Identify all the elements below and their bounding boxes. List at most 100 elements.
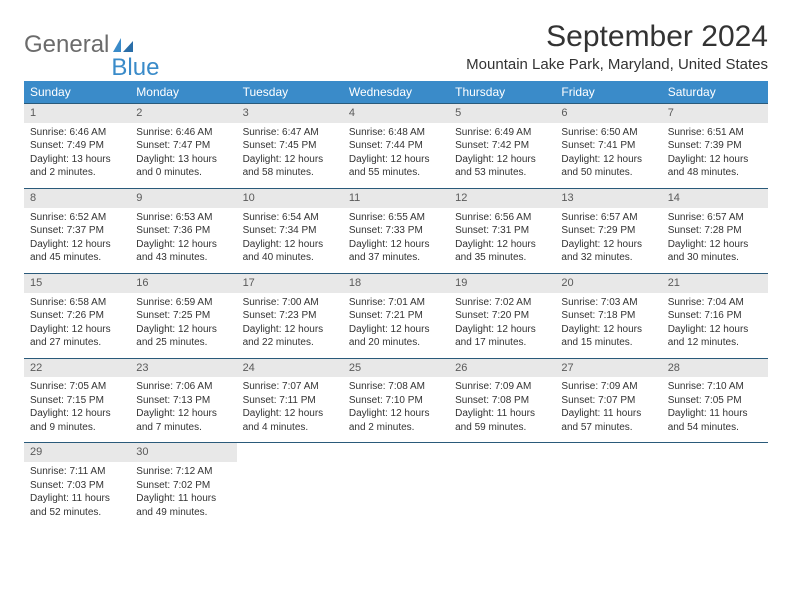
- day-cell: 6Sunrise: 6:50 AMSunset: 7:41 PMDaylight…: [555, 104, 661, 189]
- daylight-text: and 20 minutes.: [349, 336, 443, 350]
- day-number: 14: [662, 189, 768, 208]
- day-cell: 30Sunrise: 7:12 AMSunset: 7:02 PMDayligh…: [130, 443, 236, 527]
- day-number: 10: [237, 189, 343, 208]
- sunset-text: Sunset: 7:02 PM: [136, 479, 230, 493]
- daylight-text: Daylight: 12 hours: [349, 407, 443, 421]
- day-body: Sunrise: 7:03 AMSunset: 7:18 PMDaylight:…: [555, 293, 661, 358]
- daylight-text: Daylight: 12 hours: [243, 238, 337, 252]
- day-number: 5: [449, 104, 555, 123]
- day-header-sun: Sunday: [24, 81, 130, 104]
- day-body: Sunrise: 7:10 AMSunset: 7:05 PMDaylight:…: [662, 377, 768, 442]
- daylight-text: and 17 minutes.: [455, 336, 549, 350]
- day-cell: 28Sunrise: 7:10 AMSunset: 7:05 PMDayligh…: [662, 358, 768, 443]
- day-body: Sunrise: 7:07 AMSunset: 7:11 PMDaylight:…: [237, 377, 343, 442]
- day-number: 26: [449, 359, 555, 378]
- daylight-text: and 22 minutes.: [243, 336, 337, 350]
- sunrise-text: Sunrise: 6:52 AM: [30, 211, 124, 225]
- sunset-text: Sunset: 7:45 PM: [243, 139, 337, 153]
- day-cell: 17Sunrise: 7:00 AMSunset: 7:23 PMDayligh…: [237, 273, 343, 358]
- day-cell: 2Sunrise: 6:46 AMSunset: 7:47 PMDaylight…: [130, 104, 236, 189]
- day-number: 8: [24, 189, 130, 208]
- sunset-text: Sunset: 7:23 PM: [243, 309, 337, 323]
- sunset-text: Sunset: 7:16 PM: [668, 309, 762, 323]
- sunset-text: Sunset: 7:47 PM: [136, 139, 230, 153]
- daylight-text: and 55 minutes.: [349, 166, 443, 180]
- sunset-text: Sunset: 7:41 PM: [561, 139, 655, 153]
- sunset-text: Sunset: 7:39 PM: [668, 139, 762, 153]
- day-cell: 16Sunrise: 6:59 AMSunset: 7:25 PMDayligh…: [130, 273, 236, 358]
- sunrise-text: Sunrise: 7:00 AM: [243, 296, 337, 310]
- day-number: 28: [662, 359, 768, 378]
- day-header-mon: Monday: [130, 81, 236, 104]
- daylight-text: Daylight: 12 hours: [30, 323, 124, 337]
- daylight-text: and 9 minutes.: [30, 421, 124, 435]
- daylight-text: and 7 minutes.: [136, 421, 230, 435]
- day-cell: [237, 443, 343, 527]
- daylight-text: and 32 minutes.: [561, 251, 655, 265]
- day-cell: 15Sunrise: 6:58 AMSunset: 7:26 PMDayligh…: [24, 273, 130, 358]
- sunrise-text: Sunrise: 7:06 AM: [136, 380, 230, 394]
- week-row: 8Sunrise: 6:52 AMSunset: 7:37 PMDaylight…: [24, 188, 768, 273]
- day-body: Sunrise: 6:50 AMSunset: 7:41 PMDaylight:…: [555, 123, 661, 188]
- daylight-text: Daylight: 12 hours: [668, 323, 762, 337]
- day-body: Sunrise: 7:01 AMSunset: 7:21 PMDaylight:…: [343, 293, 449, 358]
- daylight-text: Daylight: 13 hours: [136, 153, 230, 167]
- daylight-text: Daylight: 11 hours: [455, 407, 549, 421]
- sunrise-text: Sunrise: 7:12 AM: [136, 465, 230, 479]
- sunset-text: Sunset: 7:31 PM: [455, 224, 549, 238]
- logo-text-2: Blue: [111, 54, 159, 82]
- day-cell: 18Sunrise: 7:01 AMSunset: 7:21 PMDayligh…: [343, 273, 449, 358]
- daylight-text: and 40 minutes.: [243, 251, 337, 265]
- day-number: 3: [237, 104, 343, 123]
- day-number: 11: [343, 189, 449, 208]
- daylight-text: Daylight: 12 hours: [455, 153, 549, 167]
- sunrise-text: Sunrise: 6:49 AM: [455, 126, 549, 140]
- sunset-text: Sunset: 7:15 PM: [30, 394, 124, 408]
- daylight-text: Daylight: 12 hours: [561, 323, 655, 337]
- sunset-text: Sunset: 7:07 PM: [561, 394, 655, 408]
- daylight-text: and 2 minutes.: [349, 421, 443, 435]
- daylight-text: Daylight: 12 hours: [243, 323, 337, 337]
- day-number: 25: [343, 359, 449, 378]
- day-number: 29: [24, 443, 130, 462]
- day-cell: 19Sunrise: 7:02 AMSunset: 7:20 PMDayligh…: [449, 273, 555, 358]
- day-body: Sunrise: 6:49 AMSunset: 7:42 PMDaylight:…: [449, 123, 555, 188]
- day-number: 20: [555, 274, 661, 293]
- daylight-text: and 43 minutes.: [136, 251, 230, 265]
- daylight-text: Daylight: 12 hours: [349, 238, 443, 252]
- day-body: Sunrise: 6:46 AMSunset: 7:49 PMDaylight:…: [24, 123, 130, 188]
- daylight-text: Daylight: 12 hours: [136, 407, 230, 421]
- day-body: Sunrise: 6:48 AMSunset: 7:44 PMDaylight:…: [343, 123, 449, 188]
- daylight-text: and 54 minutes.: [668, 421, 762, 435]
- sunset-text: Sunset: 7:25 PM: [136, 309, 230, 323]
- day-number: 6: [555, 104, 661, 123]
- day-header-sat: Saturday: [662, 81, 768, 104]
- day-body: Sunrise: 6:57 AMSunset: 7:29 PMDaylight:…: [555, 208, 661, 273]
- day-number: 1: [24, 104, 130, 123]
- daylight-text: and 30 minutes.: [668, 251, 762, 265]
- day-cell: 23Sunrise: 7:06 AMSunset: 7:13 PMDayligh…: [130, 358, 236, 443]
- daylight-text: and 45 minutes.: [30, 251, 124, 265]
- daylight-text: and 25 minutes.: [136, 336, 230, 350]
- day-body: Sunrise: 7:12 AMSunset: 7:02 PMDaylight:…: [130, 462, 236, 527]
- day-body: Sunrise: 7:08 AMSunset: 7:10 PMDaylight:…: [343, 377, 449, 442]
- daylight-text: Daylight: 12 hours: [30, 407, 124, 421]
- sunset-text: Sunset: 7:08 PM: [455, 394, 549, 408]
- day-cell: 12Sunrise: 6:56 AMSunset: 7:31 PMDayligh…: [449, 188, 555, 273]
- daylight-text: Daylight: 12 hours: [455, 323, 549, 337]
- day-number: 9: [130, 189, 236, 208]
- daylight-text: and 59 minutes.: [455, 421, 549, 435]
- daylight-text: Daylight: 12 hours: [455, 238, 549, 252]
- day-number: 18: [343, 274, 449, 293]
- day-cell: 11Sunrise: 6:55 AMSunset: 7:33 PMDayligh…: [343, 188, 449, 273]
- day-cell: 24Sunrise: 7:07 AMSunset: 7:11 PMDayligh…: [237, 358, 343, 443]
- day-number: 24: [237, 359, 343, 378]
- daylight-text: and 12 minutes.: [668, 336, 762, 350]
- daylight-text: Daylight: 12 hours: [349, 323, 443, 337]
- daylight-text: Daylight: 12 hours: [668, 238, 762, 252]
- daylight-text: Daylight: 12 hours: [349, 153, 443, 167]
- day-cell: 10Sunrise: 6:54 AMSunset: 7:34 PMDayligh…: [237, 188, 343, 273]
- day-header-tue: Tuesday: [237, 81, 343, 104]
- day-body: Sunrise: 6:47 AMSunset: 7:45 PMDaylight:…: [237, 123, 343, 188]
- day-body: Sunrise: 7:02 AMSunset: 7:20 PMDaylight:…: [449, 293, 555, 358]
